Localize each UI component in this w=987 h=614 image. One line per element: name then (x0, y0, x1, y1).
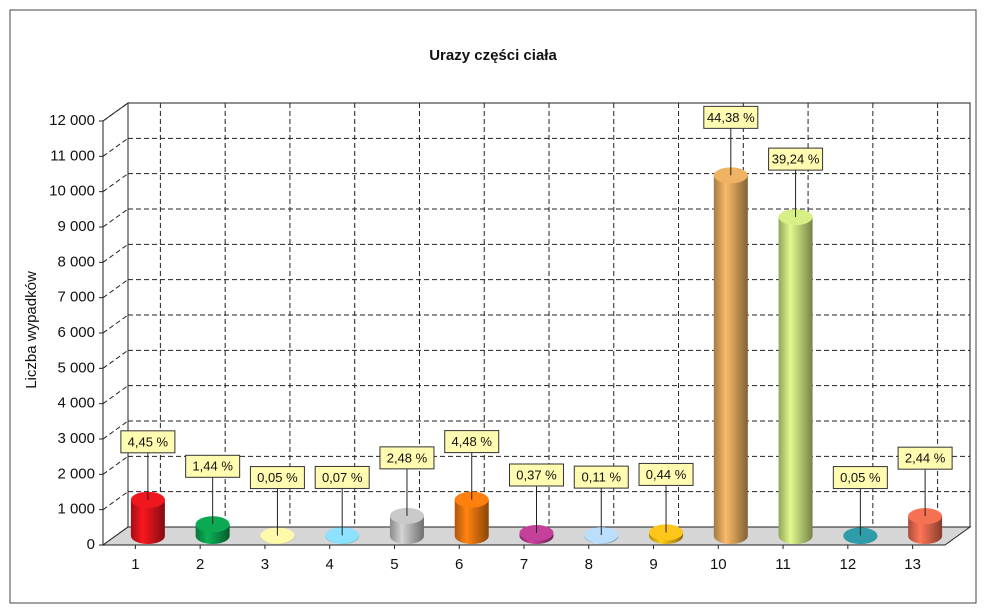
x-tick-label: 8 (585, 556, 593, 573)
data-label: 0,05 % (840, 470, 881, 485)
data-label-box (249, 466, 305, 490)
bar (389, 515, 424, 544)
x-tick-label: 6 (455, 556, 463, 573)
grid-line (102, 420, 129, 440)
data-label: 44,38 % (707, 110, 755, 125)
grid-line (102, 455, 129, 475)
bar (130, 499, 165, 544)
data-label-box (832, 466, 888, 490)
data-label-box (768, 147, 824, 171)
data-label: 2,48 % (387, 450, 428, 465)
grid-line (102, 173, 129, 193)
left-wall (102, 102, 129, 546)
grid-line (102, 314, 129, 334)
y-tick-label: 4 000 (57, 395, 95, 412)
y-tick-label: 1 000 (57, 501, 95, 518)
data-label: 0,07 % (322, 470, 363, 485)
data-label: 0,11 % (582, 470, 622, 485)
grid-line (102, 349, 129, 369)
data-label: 4,45 % (128, 434, 169, 449)
y-tick-label: 5 000 (57, 359, 95, 376)
grid-line (102, 137, 129, 157)
y-tick-label: 12 000 (49, 112, 95, 129)
y-tick-label: 6 000 (57, 324, 95, 341)
data-label-box (638, 462, 694, 486)
y-tick-label: 0 (87, 536, 95, 553)
bar (454, 499, 489, 544)
data-label-box (703, 105, 759, 129)
y-tick-label: 2 000 (57, 465, 95, 482)
data-label: 2,44 % (905, 451, 946, 466)
x-tick-label: 4 (326, 556, 334, 573)
data-label: 0,44 % (646, 467, 687, 482)
grid-line (102, 102, 129, 122)
x-tick-label: 12 (840, 556, 857, 573)
x-tick-label: 1 (131, 556, 139, 573)
y-tick-label: 8 000 (57, 253, 95, 270)
grid-line (102, 243, 129, 263)
y-tick-label: 11 000 (50, 147, 95, 164)
data-label-box (185, 454, 241, 478)
data-label-box (897, 446, 953, 470)
x-tick-label: 9 (649, 556, 657, 573)
x-tick-label: 5 (390, 556, 398, 573)
grid-line (102, 279, 129, 299)
data-label: 4,48 % (451, 434, 492, 449)
x-tick-label: 7 (520, 556, 528, 573)
grid-line (102, 385, 129, 405)
data-label-box (379, 446, 435, 470)
data-label: 39,24 % (772, 152, 820, 167)
x-tick-label: 10 (710, 556, 727, 573)
x-tick-label: 11 (775, 556, 791, 573)
y-tick-label: 7 000 (57, 289, 95, 306)
data-label-box (573, 465, 629, 489)
data-label-box (120, 430, 176, 454)
x-tick-label: 3 (261, 556, 269, 573)
chart-title: Urazy części ciała (429, 47, 557, 64)
data-label-box (444, 430, 500, 454)
y-tick-label: 10 000 (49, 183, 95, 200)
y-tick-label: 3 000 (57, 430, 95, 447)
x-tick-label: 2 (196, 556, 204, 573)
data-label-box (314, 465, 370, 489)
data-label: 0,37 % (516, 467, 557, 482)
data-label: 1,44 % (192, 459, 233, 474)
grid-line (102, 491, 129, 511)
bar (778, 217, 813, 544)
bar (908, 516, 943, 544)
y-tick-label: 9 000 (57, 218, 95, 235)
grid-line (102, 208, 129, 228)
x-tick-label: 13 (904, 556, 921, 573)
data-label: 0,05 % (257, 470, 298, 485)
data-label-box (509, 463, 564, 487)
y-axis-label: Liczba wypadków (23, 271, 40, 389)
bar (713, 175, 748, 544)
